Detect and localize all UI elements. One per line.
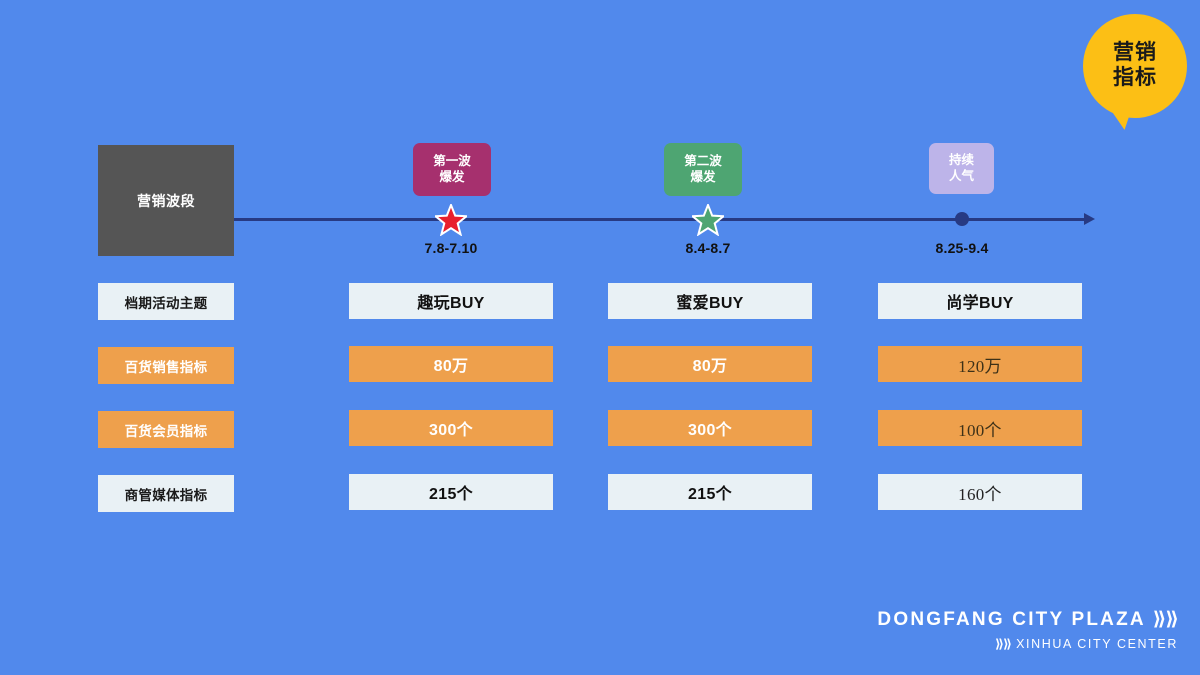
- row-label-text: 百货会员指标: [124, 423, 208, 439]
- badge-label-line1: 持续: [948, 152, 974, 167]
- chevron-right-icon: ⟫⟫: [994, 637, 1012, 651]
- marketing-indicator-bubble: 营销 指标: [1083, 14, 1187, 118]
- cell-member-col1: 300个: [349, 410, 553, 446]
- bubble-label-line1: 营销: [1113, 41, 1157, 65]
- cell-theme-col3: 尚学BUY: [878, 283, 1082, 319]
- footer-brand-name: DONGFANG CITY PLAZA: [877, 609, 1146, 630]
- badge-label-line1: 第二波: [684, 153, 722, 168]
- timeline-axis: [234, 218, 1090, 221]
- row-label-text: 百货销售指标: [124, 359, 208, 375]
- cell-theme-col2: 蜜爱BUY: [608, 283, 812, 319]
- timeline-date-3: 8.25-9.4: [935, 240, 989, 256]
- cell-sales-col1: 80万: [349, 346, 553, 382]
- timeline-badge-wave-3: 持续 人气: [929, 143, 994, 194]
- chevron-right-icon: ⟫⟫: [1152, 609, 1179, 630]
- footer-subbrand-name: XINHUA CITY CENTER: [1016, 637, 1178, 651]
- timeline-arrow-icon: [1084, 213, 1095, 225]
- footer-logo: DONGFANG CITY PLAZA ⟫⟫ ⟫⟫ XINHUA CITY CE…: [877, 608, 1179, 651]
- marketing-wave-header-label: 营销波段: [137, 192, 195, 209]
- timeline-date-2: 8.4-8.7: [685, 240, 731, 256]
- row-label-media-target: 商管媒体指标: [98, 475, 234, 512]
- cell-theme-col1: 趣玩BUY: [349, 283, 553, 319]
- cell-media-col2: 215个: [608, 474, 812, 510]
- bubble-label-line2: 指标: [1113, 66, 1157, 89]
- footer-brand-line: DONGFANG CITY PLAZA ⟫⟫: [877, 608, 1179, 631]
- badge-label-line2: 爆发: [439, 169, 465, 184]
- badge-label-line1: 第一波: [433, 153, 471, 168]
- timeline-badge-wave-2: 第二波 爆发: [664, 143, 742, 196]
- row-label-sales-target: 百货销售指标: [98, 347, 234, 384]
- row-label-text: 商管媒体指标: [124, 487, 208, 503]
- badge-label-line2: 人气: [948, 168, 974, 183]
- footer-subbrand-line: ⟫⟫ XINHUA CITY CENTER: [877, 636, 1178, 651]
- cell-media-col3: 160个: [878, 474, 1082, 510]
- marketing-wave-header: 营销波段: [98, 145, 234, 256]
- timeline-date-1: 7.8-7.10: [424, 240, 478, 256]
- cell-sales-col2: 80万: [608, 346, 812, 382]
- star-filled-red-icon: [432, 202, 470, 237]
- star-filled-green-icon: [689, 202, 727, 237]
- timeline-badge-wave-1: 第一波 爆发: [413, 143, 491, 196]
- cell-media-col1: 215个: [349, 474, 553, 510]
- cell-member-col2: 300个: [608, 410, 812, 446]
- circle-dot-icon: [955, 212, 969, 226]
- row-label-member-target: 百货会员指标: [98, 411, 234, 448]
- cell-sales-col3: 120万: [878, 346, 1082, 382]
- cell-member-col3: 100个: [878, 410, 1082, 446]
- row-label-campaign-theme: 档期活动主题: [98, 283, 234, 320]
- badge-label-line2: 爆发: [690, 169, 716, 184]
- row-label-text: 档期活动主题: [124, 295, 208, 311]
